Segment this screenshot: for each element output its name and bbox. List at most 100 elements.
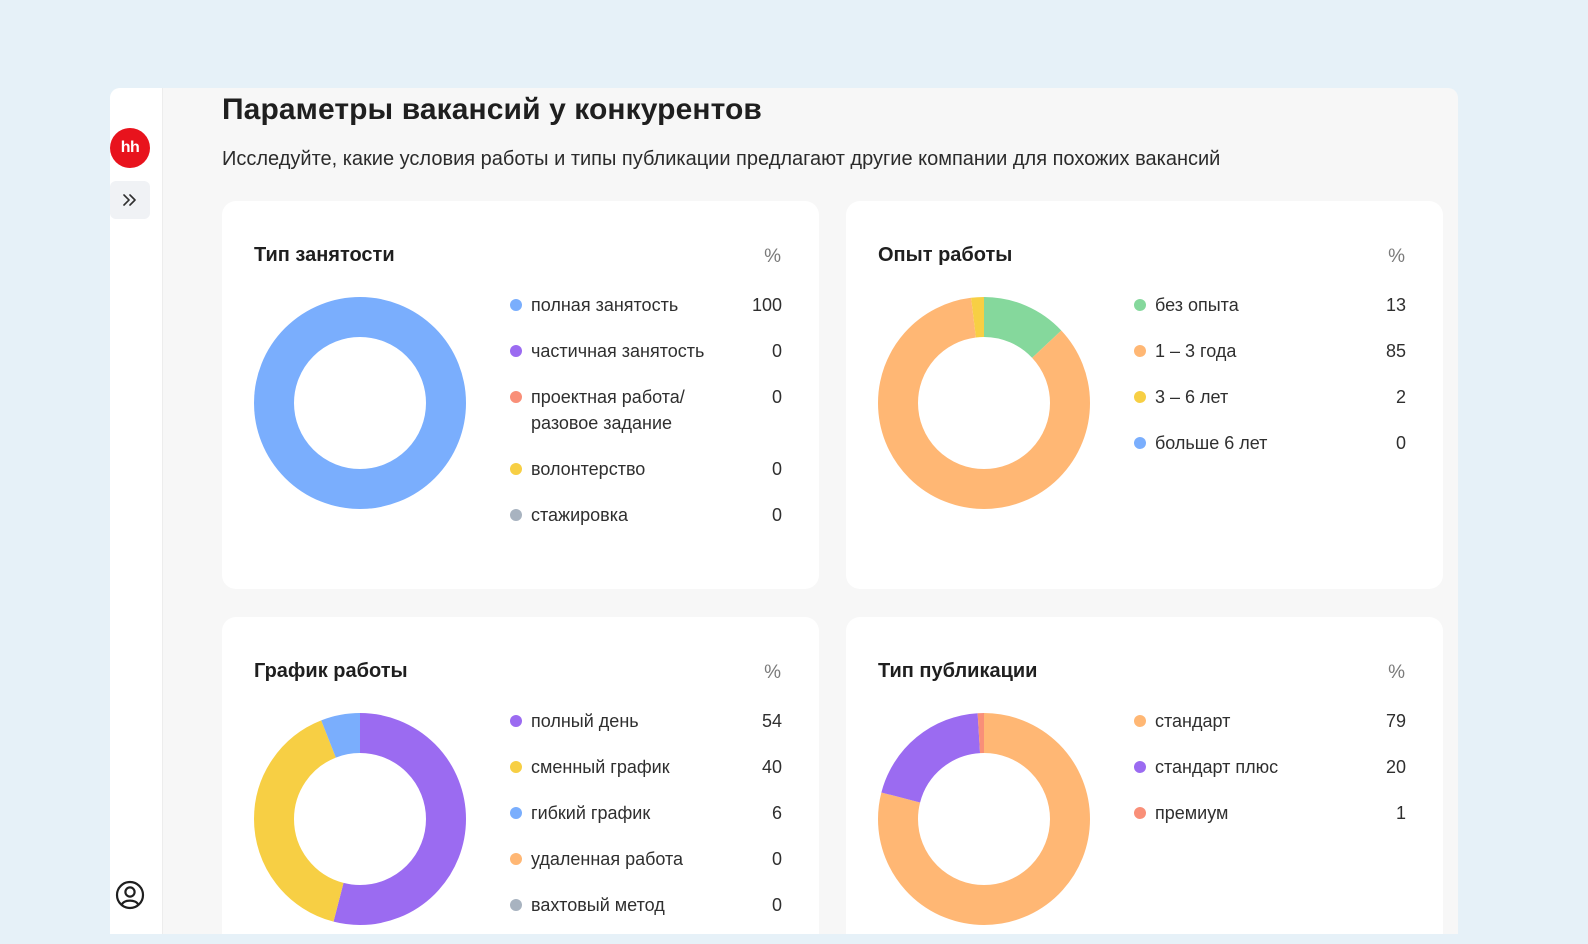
- legend-label: сменный график: [531, 757, 670, 777]
- legend-color-dot: [1134, 391, 1146, 403]
- hh-logo[interactable]: hh: [110, 128, 150, 168]
- legend-value: 0: [771, 505, 782, 525]
- card-title: Тип публикации: [878, 660, 1038, 682]
- legend-item: премиум 1: [1134, 800, 1406, 826]
- donut-chart: [878, 713, 1090, 925]
- legend-value: 0: [1395, 433, 1406, 453]
- legend-item: волонтерство 0: [510, 456, 782, 482]
- donut-segment: [878, 297, 1090, 509]
- legend-value: 6: [771, 803, 782, 823]
- legend-label: проектная работа/ разовое задание: [531, 387, 685, 433]
- chart-legend: без опыта 13 1 – 3 года 85 3 – 6 лет 2 больше …: [1134, 292, 1406, 476]
- card-title: График работы: [254, 660, 408, 682]
- legend-value: 40: [761, 757, 782, 777]
- legend-item: вахтовый метод 0: [510, 892, 782, 918]
- legend-color-dot: [1134, 437, 1146, 449]
- legend-value: 79: [1385, 711, 1406, 731]
- work-experience-card: Опыт работы % без опыта 13 1 – 3 года 85 3 –…: [846, 201, 1443, 589]
- legend-value: 100: [751, 295, 782, 315]
- legend-color-dot: [510, 807, 522, 819]
- legend-label: волонтерство: [531, 459, 646, 479]
- chart-legend: стандарт 79 стандарт плюс 20 премиум 1: [1134, 708, 1406, 846]
- legend-item: стажировка 0: [510, 502, 782, 528]
- legend-color-dot: [510, 345, 522, 357]
- card-title: Тип занятости: [254, 244, 395, 266]
- legend-item: удаленная работа 0: [510, 846, 782, 872]
- legend-item: 1 – 3 года 85: [1134, 338, 1406, 364]
- page-title: Параметры вакансий у конкурентов: [222, 93, 762, 126]
- legend-item: полная занятость 100: [510, 292, 782, 318]
- legend-color-dot: [1134, 807, 1146, 819]
- legend-value: 54: [761, 711, 782, 731]
- legend-label: стандарт плюс: [1155, 757, 1279, 777]
- expand-sidebar-button[interactable]: [110, 181, 150, 219]
- legend-value: 0: [771, 459, 782, 479]
- legend-item: сменный график 40: [510, 754, 782, 780]
- legend-label: больше 6 лет: [1155, 433, 1268, 453]
- legend-value: 0: [771, 895, 782, 915]
- legend-value: 13: [1385, 295, 1406, 315]
- legend-color-dot: [510, 299, 522, 311]
- legend-value: 2: [1395, 387, 1406, 407]
- percent-unit-label: %: [1388, 662, 1405, 683]
- donut-chart: [254, 297, 466, 509]
- card-title: Опыт работы: [878, 244, 1013, 266]
- legend-item: проектная работа/ разовое задание 0: [510, 384, 782, 436]
- legend-label: 3 – 6 лет: [1155, 387, 1229, 407]
- donut-segment: [254, 713, 466, 925]
- legend-label: без опыта: [1155, 295, 1239, 315]
- donut-chart: [878, 297, 1090, 509]
- legend-value: 85: [1385, 341, 1406, 361]
- legend-value: 0: [771, 387, 782, 407]
- donut-segment: [254, 297, 466, 509]
- percent-unit-label: %: [764, 662, 781, 683]
- legend-item: гибкий график 6: [510, 800, 782, 826]
- legend-color-dot: [1134, 345, 1146, 357]
- legend-item: частичная занятость 0: [510, 338, 782, 364]
- legend-label: 1 – 3 года: [1155, 341, 1237, 361]
- legend-label: стандарт: [1155, 711, 1231, 731]
- legend-color-dot: [510, 899, 522, 911]
- legend-label: вахтовый метод: [531, 895, 665, 915]
- legend-item: стандарт 79: [1134, 708, 1406, 734]
- donut-segment: [254, 713, 466, 925]
- legend-item: стандарт плюс 20: [1134, 754, 1406, 780]
- donut-chart: [254, 713, 466, 925]
- percent-unit-label: %: [1388, 246, 1405, 267]
- legend-color-dot: [510, 391, 522, 403]
- work-schedule-card: График работы % полный день 54 сменный гра…: [222, 617, 819, 934]
- sidebar: hh: [110, 88, 163, 934]
- employment-type-card: Тип занятости % полная занятость 100 части…: [222, 201, 819, 589]
- legend-label: удаленная работа: [531, 849, 684, 869]
- app-window: hh Параметры вакансий у конкурентов Иссл…: [110, 88, 1458, 934]
- legend-item: полный день 54: [510, 708, 782, 734]
- legend-color-dot: [510, 463, 522, 475]
- legend-color-dot: [1134, 761, 1146, 773]
- double-chevron-right-icon: [123, 194, 136, 206]
- profile-button[interactable]: [115, 880, 145, 910]
- legend-value: 20: [1385, 757, 1406, 777]
- percent-unit-label: %: [764, 246, 781, 267]
- legend-label: полный день: [531, 711, 639, 731]
- legend-label: гибкий график: [531, 803, 651, 823]
- donut-segment: [878, 713, 1090, 925]
- legend-item: больше 6 лет 0: [1134, 430, 1406, 456]
- legend-color-dot: [510, 509, 522, 521]
- page-subtitle: Исследуйте, какие условия работы и типы …: [222, 148, 1221, 170]
- legend-color-dot: [1134, 715, 1146, 727]
- user-circle-icon: [115, 880, 145, 910]
- donut-segment: [878, 297, 1090, 509]
- legend-value: 0: [771, 849, 782, 869]
- legend-label: частичная занятость: [531, 341, 705, 361]
- legend-item: 3 – 6 лет 2: [1134, 384, 1406, 410]
- legend-label: полная занятость: [531, 295, 679, 315]
- chart-legend: полный день 54 сменный график 40 гибкий граф…: [510, 708, 782, 934]
- chart-legend: полная занятость 100 частичная занятость 0 п…: [510, 292, 782, 548]
- legend-value: 0: [771, 341, 782, 361]
- legend-item: без опыта 13: [1134, 292, 1406, 318]
- publication-type-card: Тип публикации % стандарт 79 стандарт плюс…: [846, 617, 1443, 934]
- legend-color-dot: [510, 761, 522, 773]
- legend-label: стажировка: [531, 505, 629, 525]
- legend-color-dot: [510, 715, 522, 727]
- legend-value: 1: [1395, 803, 1406, 823]
